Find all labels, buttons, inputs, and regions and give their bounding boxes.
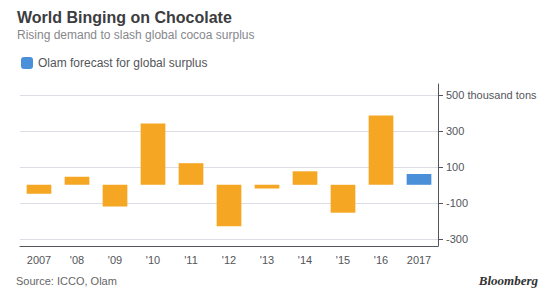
svg-text:World Binging on Chocolate: World Binging on Chocolate [17,9,232,26]
svg-text:-100: -100 [446,197,468,209]
svg-text:'12: '12 [222,254,236,266]
svg-text:500 thousand tons: 500 thousand tons [446,89,537,101]
svg-text:2017: 2017 [407,254,431,266]
svg-text:'10: '10 [146,254,160,266]
svg-text:'14: '14 [298,254,312,266]
svg-text:100: 100 [446,161,464,173]
svg-text:'11: '11 [184,254,198,266]
svg-text:Olam forecast for global surpl: Olam forecast for global surplus [38,56,207,70]
svg-text:'09: '09 [108,254,122,266]
svg-text:Source: ICCO, Olam: Source: ICCO, Olam [16,275,117,287]
svg-text:'15: '15 [336,254,350,266]
svg-text:Bloomberg: Bloomberg [478,273,539,288]
svg-text:Rising demand to slash global: Rising demand to slash global cocoa surp… [17,28,254,42]
svg-text:'16: '16 [374,254,388,266]
svg-text:300: 300 [446,125,464,137]
svg-text:'08: '08 [70,254,84,266]
svg-text:'13: '13 [260,254,274,266]
svg-text:2007: 2007 [27,254,51,266]
svg-text:-300: -300 [446,233,468,245]
